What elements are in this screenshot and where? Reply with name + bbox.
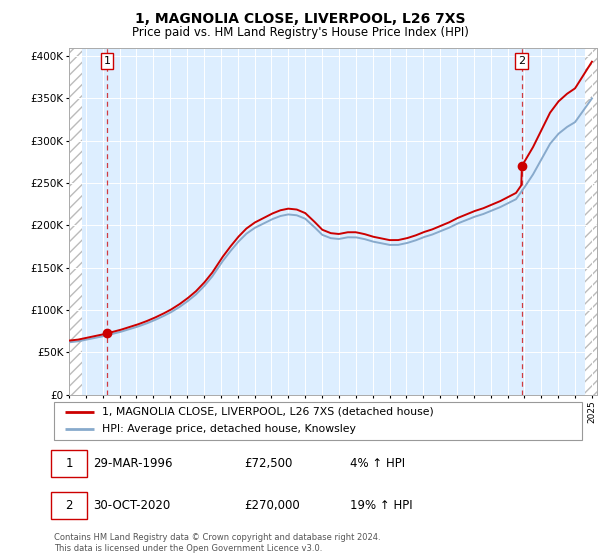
FancyBboxPatch shape	[52, 492, 87, 519]
Text: 1, MAGNOLIA CLOSE, LIVERPOOL, L26 7XS: 1, MAGNOLIA CLOSE, LIVERPOOL, L26 7XS	[135, 12, 465, 26]
Text: 2: 2	[518, 56, 525, 66]
Bar	[585, 48, 597, 395]
Text: 1: 1	[65, 457, 73, 470]
Text: 29-MAR-1996: 29-MAR-1996	[94, 457, 173, 470]
Text: £72,500: £72,500	[244, 457, 292, 470]
Text: 1: 1	[103, 56, 110, 66]
Text: £270,000: £270,000	[244, 499, 300, 512]
Text: 2: 2	[65, 499, 73, 512]
Text: 4% ↑ HPI: 4% ↑ HPI	[350, 457, 405, 470]
Text: Contains HM Land Registry data © Crown copyright and database right 2024.
This d: Contains HM Land Registry data © Crown c…	[54, 533, 380, 553]
FancyBboxPatch shape	[52, 450, 87, 477]
Text: 30-OCT-2020: 30-OCT-2020	[94, 499, 171, 512]
Text: Price paid vs. HM Land Registry's House Price Index (HPI): Price paid vs. HM Land Registry's House …	[131, 26, 469, 39]
Bar	[69, 48, 82, 395]
Text: 1, MAGNOLIA CLOSE, LIVERPOOL, L26 7XS (detached house): 1, MAGNOLIA CLOSE, LIVERPOOL, L26 7XS (d…	[101, 407, 433, 417]
Text: HPI: Average price, detached house, Knowsley: HPI: Average price, detached house, Know…	[101, 424, 355, 435]
Text: 19% ↑ HPI: 19% ↑ HPI	[350, 499, 412, 512]
